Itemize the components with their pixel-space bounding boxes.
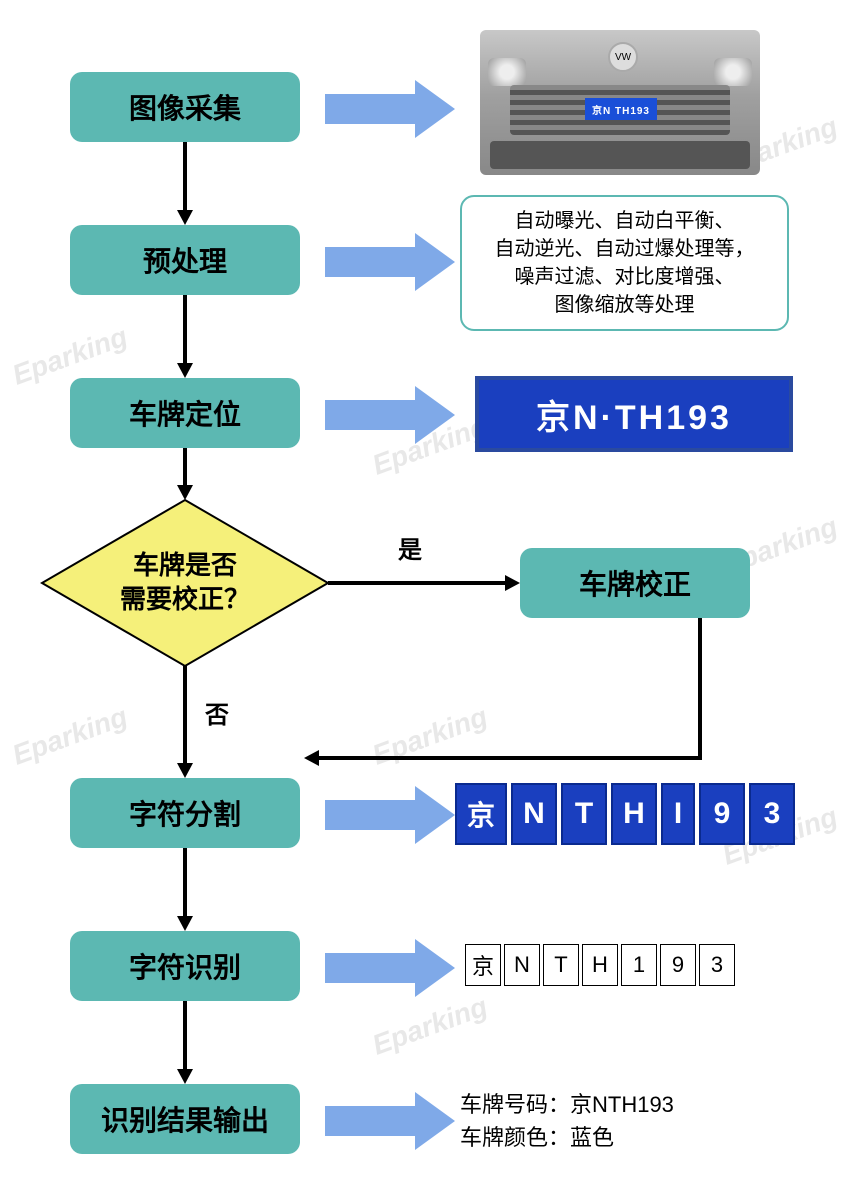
process-label: 字符识别 (129, 946, 241, 986)
char-box: H (582, 944, 618, 986)
process-image-capture: 图像采集 (70, 72, 300, 142)
info-line: 噪声过滤、对比度增强、 (515, 266, 735, 288)
char-box: 9 (660, 944, 696, 986)
plate-seg: I (661, 783, 695, 845)
result-line1: 车牌号码：京NTH193 (460, 1092, 674, 1117)
blue-arrow-1 (325, 80, 455, 138)
char-box: N (504, 944, 540, 986)
plate-text: 京N·TH193 (536, 390, 732, 439)
decision-need-correction: 车牌是否 需要校正？ (40, 498, 330, 668)
plate-seg: T (561, 783, 607, 845)
arrow-d1-yes (328, 573, 520, 593)
car-headlight-icon (714, 58, 752, 86)
arrow-n2-n3 (175, 295, 195, 378)
blue-arrow-3 (325, 386, 455, 444)
char-box: 京 (465, 944, 501, 986)
char-box: 3 (699, 944, 735, 986)
arrow-n1-n2 (175, 142, 195, 225)
watermark: Eparking (368, 990, 492, 1061)
decision-no-label: 否 (205, 695, 229, 730)
char-box: T (543, 944, 579, 986)
blue-arrow-6 (325, 939, 455, 997)
process-output: 识别结果输出 (70, 1084, 300, 1154)
result-line2: 车牌颜色：蓝色 (460, 1125, 614, 1150)
process-label: 识别结果输出 (101, 1099, 269, 1139)
process-label: 车牌校正 (579, 563, 691, 603)
process-label: 字符分割 (129, 793, 241, 833)
arrow-n3-d1 (175, 448, 195, 500)
process-plate-correct: 车牌校正 (520, 548, 750, 618)
process-plate-locate: 车牌定位 (70, 378, 300, 448)
plate-seg: 9 (699, 783, 745, 845)
car-bumper-icon (490, 141, 750, 169)
process-label: 图像采集 (129, 87, 241, 127)
process-char-segment: 字符分割 (70, 778, 300, 848)
process-label: 预处理 (143, 240, 227, 280)
blue-arrow-2 (325, 233, 455, 291)
process-char-recognize: 字符识别 (70, 931, 300, 1001)
info-line: 自动逆光、自动过爆处理等， (495, 238, 755, 260)
plate-seg: H (611, 783, 657, 845)
info-line: 图像缩放等处理 (555, 294, 695, 316)
preprocess-info-box: 自动曝光、自动白平衡、 自动逆光、自动过爆处理等， 噪声过滤、对比度增强、 图像… (460, 195, 789, 331)
car-plate-mini: 京N TH193 (585, 98, 657, 120)
process-preprocess: 预处理 (70, 225, 300, 295)
arrow-n5-n6 (175, 848, 195, 931)
plate-seg: N (511, 783, 557, 845)
decision-line2: 需要校正？ (120, 584, 250, 614)
info-line: 自动曝光、自动白平衡、 (515, 210, 735, 232)
license-plate-segments: 京 N T H I 9 3 (455, 783, 795, 845)
car-logo-icon: VW (608, 42, 638, 72)
result-output: 车牌号码：京NTH193 车牌颜色：蓝色 (460, 1088, 674, 1154)
arrow-d1-n5 (175, 666, 195, 778)
blue-arrow-5 (325, 786, 455, 844)
blue-arrow-7 (325, 1092, 455, 1150)
decision-yes-label: 是 (398, 530, 422, 565)
plate-seg: 3 (749, 783, 795, 845)
car-headlight-icon (488, 58, 526, 86)
plate-seg: 京 (455, 783, 507, 845)
watermark: Eparking (8, 700, 132, 771)
recognized-char-boxes: 京 N T H 1 9 3 (465, 944, 735, 986)
char-box: 1 (621, 944, 657, 986)
arrow-n6-n7 (175, 1001, 195, 1084)
license-plate-located: 京N·TH193 (475, 376, 793, 452)
car-image: VW 京N TH193 (480, 30, 760, 175)
decision-line1: 车牌是否 (133, 550, 237, 580)
process-label: 车牌定位 (129, 393, 241, 433)
